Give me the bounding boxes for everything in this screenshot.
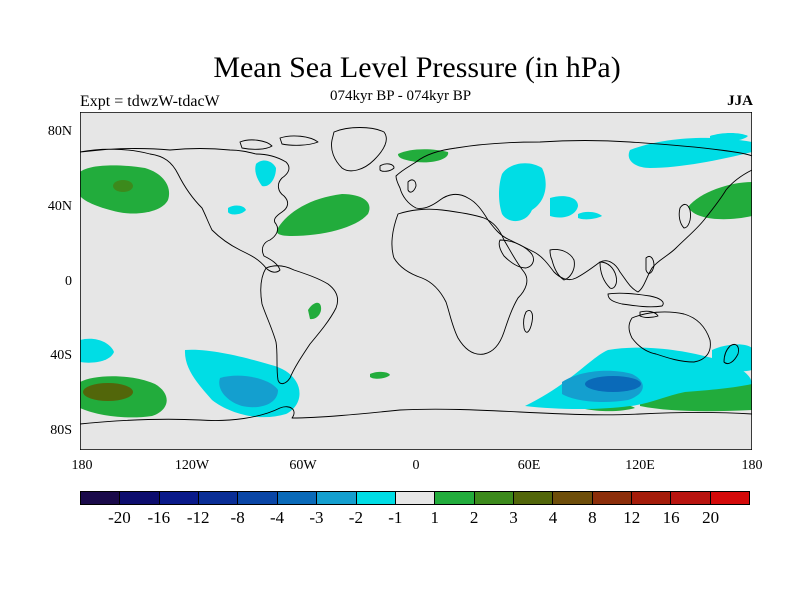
lat-label-80s: 80S xyxy=(50,423,72,438)
colorbar-cell xyxy=(120,492,160,504)
coast-north-america xyxy=(80,148,290,273)
colorbar-cell xyxy=(671,492,711,504)
colorbar-label: 4 xyxy=(548,508,558,527)
colorbar-cell xyxy=(474,492,514,504)
colorbar-cell xyxy=(199,492,239,504)
coast-eurasia xyxy=(395,140,752,293)
colorbar-label: -12 xyxy=(186,508,210,527)
lon-label-180e: 180 xyxy=(741,458,763,473)
anomaly-south-pacific-blue xyxy=(219,375,278,408)
colorbar-cell xyxy=(710,492,750,504)
lon-label-0: 0 xyxy=(412,458,420,473)
experiment-label: Expt = tdwzW-tdacW xyxy=(80,93,220,110)
lon-label-60e: 60E xyxy=(517,458,541,473)
colorbar-cell xyxy=(592,492,633,504)
colorbar-cell xyxy=(632,492,672,504)
lon-label-60w: 60W xyxy=(289,458,317,473)
colorbar-label: 2 xyxy=(469,508,479,527)
colorbar-cell xyxy=(238,492,278,504)
anomaly-south-america xyxy=(308,302,322,320)
colorbar-cell xyxy=(356,492,396,504)
coast-australia xyxy=(628,311,711,363)
coast-indonesia xyxy=(607,292,664,318)
map-title: Mean Sea Level Pressure (in hPa) xyxy=(213,51,621,84)
coast-antarctica xyxy=(80,406,752,425)
anomaly-indian-ocean-core xyxy=(585,376,641,392)
anomaly-pacific-far-west xyxy=(80,338,114,363)
coast-se-asia xyxy=(599,261,617,289)
colorbar-cell xyxy=(277,492,318,504)
lat-label-0: 0 xyxy=(65,274,72,289)
anomaly-north-pacific-east xyxy=(688,182,752,220)
colorbar-label: 3 xyxy=(509,508,518,527)
coast-south-america xyxy=(260,265,339,385)
colorbar-label: -16 xyxy=(147,508,171,527)
colorbar-label: -3 xyxy=(309,508,324,527)
colorbar-cell xyxy=(395,492,436,504)
colorbar-label: 1 xyxy=(430,508,439,527)
anomaly-east-us xyxy=(228,205,246,215)
colorbar-label: -20 xyxy=(108,508,131,527)
coast-india xyxy=(549,249,575,281)
lat-label-40n: 40N xyxy=(47,199,72,214)
coast-arctic-islands xyxy=(239,135,319,150)
coast-madagascar xyxy=(523,310,533,333)
coast-greenland xyxy=(331,127,387,172)
period-label: 074kyr BP - 074kyr BP xyxy=(330,88,472,104)
colorbar-label: 16 xyxy=(662,508,680,527)
colorbar-label: 20 xyxy=(702,508,720,527)
colorbar-cell xyxy=(317,492,357,504)
anomaly-south-pacific-core xyxy=(83,383,133,401)
colorbar-label: 8 xyxy=(588,508,597,527)
anomaly-central-asia xyxy=(499,163,546,222)
coast-philippines xyxy=(645,255,655,274)
coast-africa xyxy=(391,208,528,355)
colorbar-cell xyxy=(81,492,121,504)
lon-label-120e: 120E xyxy=(625,458,655,473)
lat-label-80n: 80N xyxy=(47,124,72,139)
colorbar-cell xyxy=(553,492,593,504)
anomaly-new-zealand xyxy=(712,344,752,372)
anomaly-tibet xyxy=(578,211,602,220)
anomaly-south-atlantic xyxy=(370,371,390,379)
coast-new-zealand xyxy=(723,343,739,365)
anomaly-hudson-bay xyxy=(255,160,276,187)
coast-arabia xyxy=(498,239,534,269)
coast-japan xyxy=(678,203,691,229)
pressure-map xyxy=(80,112,752,450)
coast-uk xyxy=(407,179,417,193)
coast-iceland xyxy=(379,163,395,172)
colorbar-label: -2 xyxy=(348,508,363,527)
coastlines xyxy=(80,127,752,425)
anomaly-north-atlantic xyxy=(276,194,370,236)
lon-label-180w: 180 xyxy=(71,458,93,473)
colorbar-label: 12 xyxy=(623,508,641,527)
colorbar xyxy=(80,491,750,505)
colorbar-cell xyxy=(513,492,554,504)
anomaly-eurasia-north xyxy=(628,137,752,168)
anomaly-southern-ocean-east xyxy=(640,382,752,412)
anomaly-arctic-north xyxy=(710,133,748,142)
colorbar-cell xyxy=(159,492,200,504)
colorbar-label: -1 xyxy=(388,508,403,527)
anomaly-fields xyxy=(80,133,752,418)
season-label: JJA xyxy=(727,93,753,109)
colorbar-cell xyxy=(435,492,475,504)
lat-label-40s: 40S xyxy=(50,348,72,363)
anomaly-west-asia xyxy=(550,196,578,218)
lon-label-120w: 120W xyxy=(174,458,210,473)
colorbar-label: -4 xyxy=(269,508,285,527)
colorbar-label: -8 xyxy=(230,508,245,527)
anomaly-north-pacific-core xyxy=(113,180,133,192)
